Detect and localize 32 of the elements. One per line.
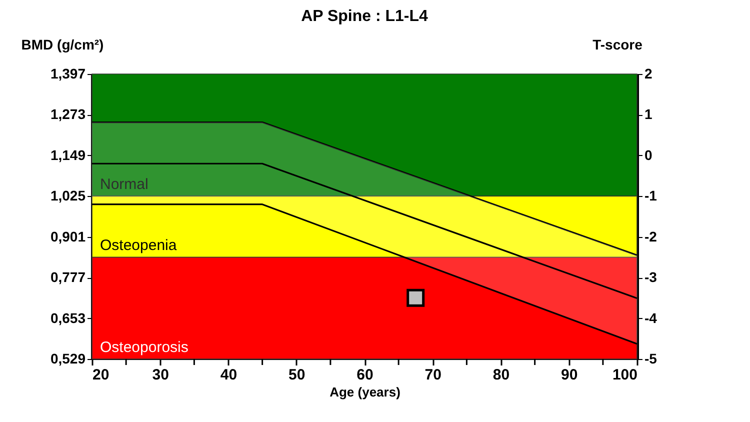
y-tick-label: 0,777: [50, 269, 86, 286]
x-tick-label: 90: [561, 366, 578, 384]
y2-tick-label: -1: [644, 188, 658, 204]
x-tick-label: 70: [424, 366, 442, 384]
x-tick-label: 20: [92, 366, 110, 384]
y2-tick-label: -2: [644, 228, 658, 244]
y-tick-label: 1,025: [50, 188, 86, 204]
chart-title: AP Spine : L1-L4: [301, 8, 428, 25]
x-tick-label: 30: [152, 366, 169, 384]
y2-tick-label: -5: [644, 350, 658, 366]
x-tick-label: 50: [288, 366, 306, 384]
y-tick-label: 0,653: [50, 310, 86, 326]
y2-axis-title: T-score: [592, 36, 643, 52]
y2-tick-label: 2: [644, 66, 652, 82]
x-tick-label: 100: [612, 366, 638, 384]
y-tick-label: 1,397: [50, 66, 86, 82]
y2-tick-label: -3: [644, 269, 658, 286]
y2-tick-label: -4: [644, 310, 658, 326]
band-label: Osteoporosis: [100, 339, 188, 356]
x-tick-label: 80: [492, 366, 510, 384]
y2-tick-label: 0: [644, 146, 652, 163]
x-tick-label: 40: [220, 366, 238, 384]
y-tick-label: 0,529: [50, 350, 86, 366]
y-tick-label: 1,273: [50, 106, 86, 122]
y-axis-title: BMD (g/cm²): [21, 36, 104, 52]
x-tick-label: 60: [356, 366, 374, 384]
band-label: Osteopenia: [100, 237, 178, 254]
band-label: Normal: [100, 176, 148, 194]
y-tick-label: 0,901: [50, 228, 86, 244]
x-axis-title: Age (years): [330, 384, 400, 400]
y2-tick-label: 1: [644, 106, 652, 122]
y-tick-label: 1,149: [50, 146, 86, 163]
